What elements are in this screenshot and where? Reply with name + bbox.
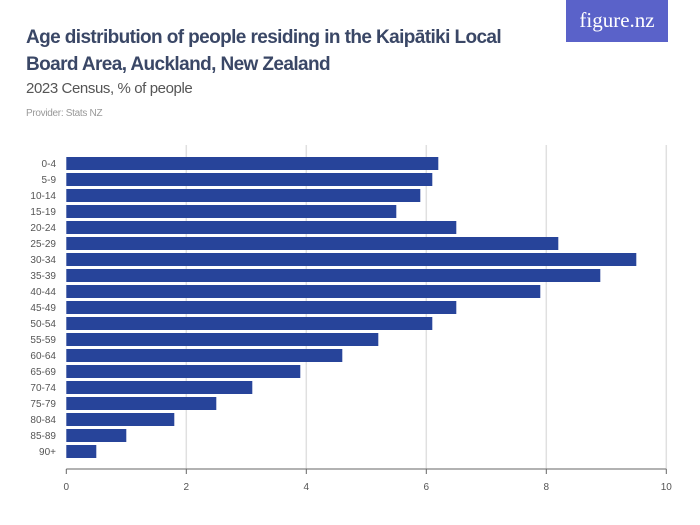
y-tick-label: 30-34 [30,255,56,266]
bar-50-54 [66,317,433,330]
y-tick-label: 75-79 [30,399,56,410]
chart-subtitle: 2023 Census, % of people [26,80,193,97]
x-tick-label: 8 [544,482,550,493]
y-tick-label: 50-54 [30,319,56,330]
x-tick-label: 4 [304,482,310,493]
y-tick-label: 90+ [39,447,56,458]
y-tick-label: 35-39 [30,271,56,282]
y-tick-label: 70-74 [30,383,56,394]
x-tick-label: 6 [424,482,430,493]
provider-label: Provider: Stats NZ [26,108,103,119]
bar-85-89 [66,429,127,442]
bar-65-69 [66,365,301,378]
bar-75-79 [66,397,217,410]
y-tick-label: 15-19 [30,207,56,218]
bar-90+ [66,445,97,458]
bar-55-59 [66,333,379,346]
bar-40-44 [66,285,541,298]
y-tick-label: 20-24 [30,223,56,234]
bar-60-64 [66,349,343,362]
y-tick-label: 55-59 [30,335,56,346]
y-tick-label: 65-69 [30,367,56,378]
y-tick-label: 5-9 [42,175,57,186]
x-tick-label: 2 [184,482,190,493]
bar-35-39 [66,269,601,282]
bar-5-9 [66,173,433,186]
y-tick-label: 40-44 [30,287,56,298]
y-tick-label: 60-64 [30,351,56,362]
y-tick-label: 80-84 [30,415,56,426]
y-tick-label: 0-4 [42,159,57,170]
y-tick-label: 25-29 [30,239,56,250]
chart-title: Age distribution of people residing in t… [26,27,502,75]
bar-10-14 [66,189,421,202]
bar-45-49 [66,301,457,314]
bar-30-34 [66,253,637,266]
bar-80-84 [66,413,175,426]
bar-25-29 [66,237,559,250]
y-tick-label: 45-49 [30,303,56,314]
bar-0-4 [66,157,439,170]
bar-15-19 [66,205,397,218]
x-tick-label: 10 [661,482,673,493]
x-tick-label: 0 [64,482,70,493]
bar-70-74 [66,381,253,394]
y-tick-label: 10-14 [30,191,56,202]
figure-nz-logo[interactable]: figure.nz [566,0,668,42]
bar-20-24 [66,221,457,234]
y-tick-label: 85-89 [30,431,56,442]
